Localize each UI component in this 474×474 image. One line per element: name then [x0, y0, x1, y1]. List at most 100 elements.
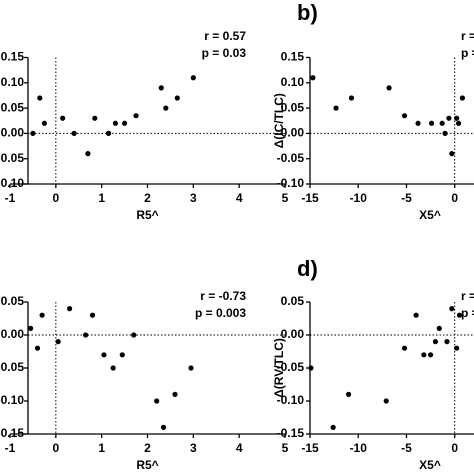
- point: [188, 365, 194, 371]
- point: [449, 306, 455, 312]
- point: [83, 332, 89, 338]
- y-tick-label: 0.05: [281, 294, 305, 308]
- y-tick-label: -0.05: [277, 360, 305, 374]
- x-tick-label: -1: [5, 441, 16, 455]
- x-tick-label: -5: [401, 191, 412, 205]
- point: [172, 391, 178, 397]
- point: [432, 339, 439, 345]
- point: [37, 95, 43, 101]
- x-tick-label: 0: [451, 191, 458, 205]
- y-tick-label: -0.05: [277, 151, 305, 165]
- point: [330, 424, 336, 430]
- y-tick-label: 0.00: [1, 126, 25, 140]
- point: [85, 151, 91, 157]
- point: [459, 95, 466, 101]
- x-axis-label: R5^: [136, 208, 158, 222]
- point: [442, 130, 448, 136]
- point: [345, 391, 352, 397]
- x-tick-label: 0: [451, 441, 458, 455]
- point: [413, 312, 419, 318]
- x-tick-label: -1: [5, 191, 16, 205]
- panel-label: b): [297, 0, 318, 25]
- point: [174, 95, 180, 101]
- annotation: r =: [461, 29, 474, 43]
- annotation: r = 0.57: [204, 29, 246, 43]
- x-tick-label: 4: [236, 441, 243, 455]
- y-tick-label: 0.05: [1, 294, 25, 308]
- point: [308, 365, 314, 371]
- point: [121, 120, 128, 126]
- point: [39, 312, 45, 318]
- point: [439, 120, 445, 126]
- x-tick-label: -10: [350, 441, 368, 455]
- point: [41, 120, 47, 126]
- y-tick-label: 0.05: [1, 100, 25, 114]
- annotation: p =: [461, 46, 474, 60]
- y-tick-label: -0.05: [0, 360, 24, 374]
- y-tick-label: 0.10: [281, 75, 305, 89]
- y-tick-label: -0.10: [0, 393, 24, 407]
- point: [348, 95, 355, 101]
- point: [30, 130, 36, 136]
- point: [383, 398, 389, 404]
- y-tick-label: 0.00: [1, 327, 25, 341]
- x-tick-label: 2: [144, 441, 151, 455]
- x-tick-label: 3: [190, 441, 197, 455]
- point: [60, 115, 66, 121]
- point: [112, 120, 119, 126]
- point: [160, 424, 167, 430]
- point: [133, 113, 139, 119]
- point: [131, 332, 137, 338]
- point: [446, 115, 452, 121]
- x-tick-label: -15: [301, 191, 319, 205]
- y-tick-label: 0.05: [281, 100, 305, 114]
- y-tick-label: -0.10: [0, 176, 24, 190]
- point: [454, 115, 460, 121]
- annotation: r = -0.73: [200, 289, 246, 303]
- point: [28, 325, 34, 331]
- x-tick-label: 1: [98, 441, 105, 455]
- point: [436, 325, 442, 331]
- annotation: p =: [461, 306, 474, 320]
- y-tick-label: -0.05: [0, 151, 24, 165]
- point: [401, 113, 408, 119]
- point: [427, 352, 434, 358]
- annotation: p = 0.003: [195, 306, 246, 320]
- y-tick-label: 0.00: [281, 327, 305, 341]
- point: [449, 151, 455, 157]
- point: [428, 120, 435, 126]
- point: [310, 75, 316, 81]
- annotation: p = 0.03: [202, 46, 247, 60]
- point: [119, 352, 125, 358]
- point: [163, 105, 169, 111]
- point: [401, 345, 408, 351]
- point: [154, 398, 160, 404]
- point: [386, 85, 392, 91]
- y-tick-label: 0.15: [281, 50, 305, 64]
- point: [158, 85, 164, 91]
- y-tick-label: -0.15: [277, 426, 305, 440]
- annotation: r =: [461, 289, 474, 303]
- point: [105, 130, 112, 136]
- x-tick-label: 4: [236, 191, 243, 205]
- y-tick-label: 0.00: [281, 126, 305, 140]
- point: [415, 120, 421, 126]
- y-tick-label: 0.10: [1, 75, 25, 89]
- point: [444, 339, 450, 345]
- point: [190, 75, 196, 81]
- point: [110, 365, 116, 371]
- point: [421, 352, 427, 358]
- point: [454, 345, 460, 351]
- panel-label: d): [297, 256, 318, 281]
- x-tick-label: 0: [52, 441, 59, 455]
- point: [71, 130, 77, 136]
- point: [333, 105, 339, 111]
- x-tick-label: -15: [301, 441, 319, 455]
- point: [101, 352, 107, 358]
- x-tick-label: 1: [98, 191, 105, 205]
- x-tick-label: -10: [350, 191, 368, 205]
- x-tick-label: -5: [401, 441, 412, 455]
- point: [92, 115, 98, 121]
